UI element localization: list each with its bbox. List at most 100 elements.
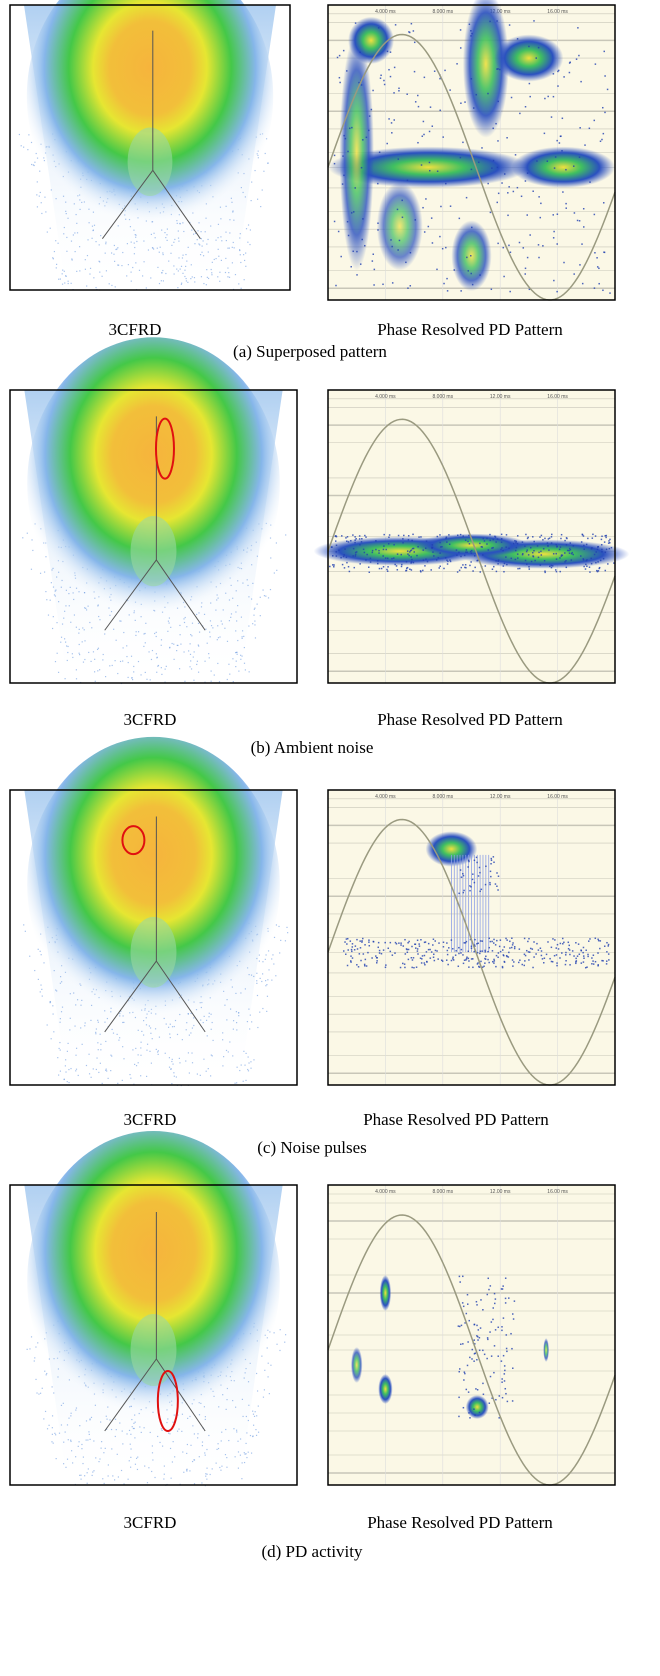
- cfrd-dot: [260, 978, 261, 979]
- cfrd-dot: [136, 1458, 137, 1459]
- pd-dot: [498, 875, 500, 877]
- cfrd-dot: [105, 242, 106, 243]
- pd-dot: [400, 942, 402, 944]
- cfrd-dot: [215, 240, 216, 241]
- pd-dot: [485, 565, 487, 567]
- cfrd-dot: [253, 1059, 254, 1060]
- pd-dot: [437, 536, 439, 538]
- cfrd-dot: [197, 661, 198, 662]
- cfrd-dot: [194, 1483, 195, 1484]
- pd-dot: [547, 545, 549, 547]
- pd-dot: [522, 541, 524, 543]
- cfrd-dot: [241, 288, 242, 289]
- cfrd-dot: [235, 630, 236, 631]
- cfrd-dot: [32, 550, 33, 551]
- cfrd-dot: [211, 1029, 212, 1030]
- cfrd-dot: [250, 1061, 251, 1062]
- pd-dot: [568, 948, 570, 950]
- cfrd-dot: [45, 591, 46, 592]
- pd-dot: [364, 245, 366, 247]
- cfrd-dot: [80, 1479, 81, 1480]
- pd-dot: [524, 960, 526, 962]
- cfrd-dot: [129, 1074, 130, 1075]
- cfrd-dot: [202, 245, 203, 246]
- pd-dot: [394, 952, 396, 954]
- cfrd-dot: [191, 1052, 192, 1053]
- cfrd-dot: [90, 661, 91, 662]
- pd-dot: [422, 135, 424, 137]
- cfrd-dot: [152, 1038, 153, 1039]
- right-label: Phase Resolved PD Pattern: [363, 1110, 549, 1129]
- pd-dot: [411, 946, 413, 948]
- cfrd-dot: [157, 657, 158, 658]
- pd-dot: [411, 957, 413, 959]
- cfrd-dot: [70, 1441, 71, 1442]
- cfrd-dot: [194, 651, 195, 652]
- pd-dot: [526, 563, 528, 565]
- pd-dot: [539, 536, 541, 538]
- cfrd-dot: [60, 1071, 61, 1072]
- cfrd-dot: [161, 272, 162, 273]
- cfrd-dot: [232, 247, 233, 248]
- pd-dot: [532, 948, 534, 950]
- cfrd-dot: [99, 272, 100, 273]
- pd-dot: [489, 534, 491, 536]
- cfrd-dot: [135, 1464, 136, 1465]
- cfrd-dot: [79, 270, 80, 271]
- pd-dot: [497, 140, 499, 142]
- pd-dot: [342, 155, 344, 157]
- panel-caption: (b) Ambient noise: [251, 738, 374, 757]
- cfrd-dot: [189, 1035, 190, 1036]
- cfrd-dot: [202, 1445, 203, 1446]
- cfrd-dot: [203, 283, 204, 284]
- pd-dot: [472, 879, 474, 881]
- cfrd-dot: [226, 1019, 227, 1020]
- pd-dot: [471, 947, 473, 949]
- pd-dot: [431, 217, 433, 219]
- pd-dot: [463, 892, 465, 894]
- cfrd-dot: [65, 1065, 66, 1066]
- pd-dot: [439, 542, 441, 544]
- pd-dot: [390, 51, 392, 53]
- cfrd-dot: [238, 671, 239, 672]
- cfrd-dot: [35, 1379, 36, 1380]
- cfrd-dot: [162, 270, 163, 271]
- cfrd-dot: [251, 1021, 252, 1022]
- cfrd-dot: [83, 1457, 84, 1458]
- cfrd-dot: [37, 181, 38, 182]
- pd-dot: [608, 944, 610, 946]
- cfrd-dot: [159, 1442, 160, 1443]
- pd-dot: [456, 63, 458, 65]
- cfrd-dot: [222, 1039, 223, 1040]
- cfrd-dot: [232, 1055, 233, 1056]
- cfrd-dot: [111, 252, 112, 253]
- cfrd-dot: [226, 1467, 227, 1468]
- pd-dot: [474, 882, 476, 884]
- cfrd-dot: [79, 1425, 80, 1426]
- cfrd-dot: [274, 937, 275, 938]
- pd-dot: [346, 557, 348, 559]
- cfrd-dot: [76, 1048, 77, 1049]
- pd-dot: [517, 543, 519, 545]
- pd-dot: [556, 962, 558, 964]
- pd-dot: [508, 956, 510, 958]
- cfrd-dot: [55, 589, 56, 590]
- pd-dot: [512, 942, 514, 944]
- cfrd-dot: [137, 1457, 138, 1458]
- cfrd-dot: [53, 1031, 54, 1032]
- cfrd-dot: [76, 1407, 77, 1408]
- pd-dot: [512, 1313, 514, 1315]
- cfrd-dot: [41, 213, 42, 214]
- pd-dot: [440, 206, 442, 208]
- cfrd-dot: [53, 616, 54, 617]
- pd-dot: [551, 961, 553, 963]
- pd-dot: [388, 543, 390, 545]
- pd-dot: [485, 884, 487, 886]
- cfrd-dot: [239, 1070, 240, 1071]
- cfrd-dot: [55, 595, 56, 596]
- pd-dot: [591, 548, 593, 550]
- cfrd-dot: [163, 254, 164, 255]
- cfrd-dot: [240, 233, 241, 234]
- cfrd-dot: [186, 1470, 187, 1471]
- cfrd-dot: [98, 648, 99, 649]
